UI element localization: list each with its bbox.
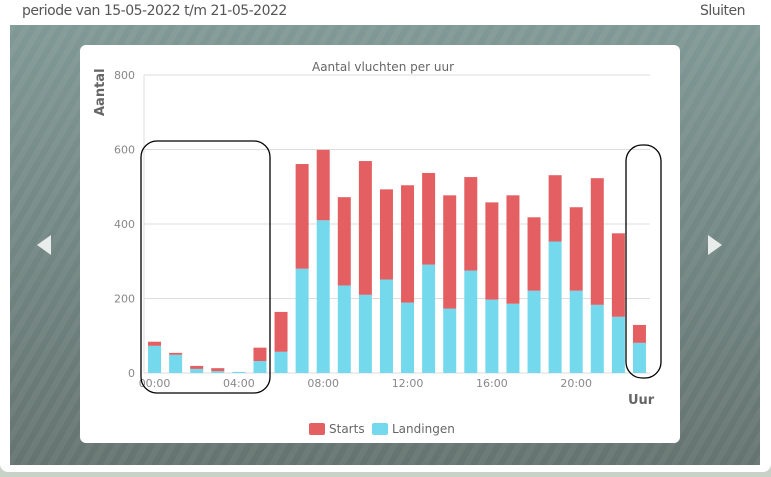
bar-landingen-0100 xyxy=(169,354,183,373)
bar-landingen-2100 xyxy=(590,304,604,373)
annotation-box-last-hour xyxy=(625,144,662,379)
x-tick-label: 00:00 xyxy=(139,377,171,390)
bar-landingen-0000 xyxy=(148,345,162,373)
bar-starts-1500 xyxy=(464,177,478,271)
chevron-left-icon[interactable] xyxy=(37,235,51,255)
x-tick-label: 12:00 xyxy=(392,377,424,390)
bar-starts-1000 xyxy=(358,161,372,295)
x-tick-label: 16:00 xyxy=(476,377,508,390)
bar-landingen-1800 xyxy=(527,290,541,373)
bar-starts-2200 xyxy=(611,233,625,317)
bar-landingen-1100 xyxy=(379,279,393,373)
annotation-box-night xyxy=(140,140,271,394)
bar-landingen-1200 xyxy=(401,302,415,373)
bar-landingen-0800 xyxy=(316,220,330,373)
bar-landingen-1300 xyxy=(422,264,436,373)
x-axis-label: Uur xyxy=(628,393,655,408)
y-tick-label: 600 xyxy=(114,144,135,157)
y-tick-label: 800 xyxy=(114,69,135,82)
bar-starts-1100 xyxy=(379,189,393,280)
y-tick-label: 200 xyxy=(114,293,135,306)
bar-landingen-2200 xyxy=(611,316,625,373)
bar-starts-0700 xyxy=(295,164,309,269)
bar-landingen-0600 xyxy=(274,351,288,373)
bar-starts-1200 xyxy=(401,185,415,303)
bar-landingen-0400 xyxy=(232,371,246,373)
x-tick-label: 08:00 xyxy=(307,377,339,390)
bar-starts-2000 xyxy=(569,207,583,291)
bar-landingen-0700 xyxy=(295,268,309,373)
bar-starts-1300 xyxy=(422,172,436,265)
x-tick-label: 04:00 xyxy=(223,377,255,390)
bar-landingen-1600 xyxy=(485,299,499,373)
bar-landingen-0900 xyxy=(337,285,351,373)
close-button[interactable]: Sluiten xyxy=(699,3,746,19)
bar-landingen-0300 xyxy=(211,371,225,373)
bar-starts-0300 xyxy=(211,368,225,372)
bar-starts-0900 xyxy=(337,197,351,286)
period-title: periode van 15-05-2022 t/m 21-05-2022 xyxy=(22,3,287,19)
bar-starts-1600 xyxy=(485,202,499,300)
bar-landingen-0500 xyxy=(253,361,267,373)
y-axis-label: Aantal xyxy=(93,68,108,116)
bar-landingen-1900 xyxy=(548,241,562,373)
bar-landingen-1500 xyxy=(464,270,478,373)
bar-starts-2300 xyxy=(632,324,646,343)
y-tick-label: 0 xyxy=(128,367,135,380)
bar-landingen-2300 xyxy=(632,342,646,373)
bar-landingen-0200 xyxy=(190,368,204,373)
bar-starts-0500 xyxy=(253,347,267,362)
bar-starts-0200 xyxy=(190,365,204,369)
bar-starts-2100 xyxy=(590,178,604,305)
y-tick-label: 400 xyxy=(114,218,135,231)
legend-label-landingen: Landingen xyxy=(392,422,455,436)
chevron-right-icon[interactable] xyxy=(708,235,722,255)
bar-starts-0000 xyxy=(148,341,162,346)
bar-starts-0600 xyxy=(274,311,288,352)
bar-landingen-1400 xyxy=(443,308,457,373)
bar-landingen-1700 xyxy=(506,303,520,373)
chart-title: Aantal vluchten per uur xyxy=(312,60,454,74)
x-tick-label: 20:00 xyxy=(560,377,592,390)
legend-swatch-starts xyxy=(309,423,325,435)
legend-label-starts: Starts xyxy=(329,422,365,436)
bar-starts-1700 xyxy=(506,195,520,304)
bar-starts-0100 xyxy=(169,352,183,355)
bar-starts-1400 xyxy=(443,195,457,309)
bar-starts-1900 xyxy=(548,175,562,242)
bar-landingen-2000 xyxy=(569,290,583,373)
bar-starts-0800 xyxy=(316,149,330,221)
bar-landingen-1000 xyxy=(358,294,372,373)
legend-swatch-landingen xyxy=(372,423,388,435)
bar-starts-1800 xyxy=(527,217,541,291)
